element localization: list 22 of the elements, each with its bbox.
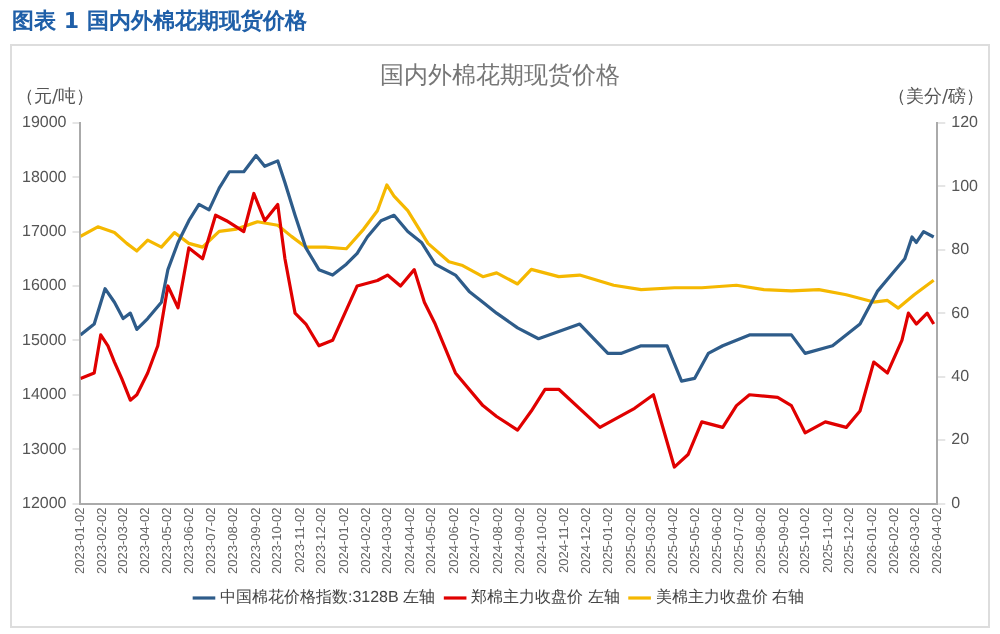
y2-tick-label: 80 <box>951 240 971 259</box>
chart-title: 图表 1 国内外棉花期现货价格 <box>10 6 309 38</box>
y-tick-label: 19000 <box>21 113 68 132</box>
y-tick-label: 18000 <box>21 167 68 186</box>
y-tick-label: 13000 <box>21 439 68 458</box>
y-tick-label: 12000 <box>21 493 68 512</box>
y2-tick-label: 60 <box>951 303 971 322</box>
y2-tick-label: 100 <box>951 176 980 195</box>
y-tick-label: 16000 <box>21 276 68 295</box>
legend-label: 郑棉主力收盘价 左轴 <box>471 588 620 607</box>
legend-label: 中国棉花价格指数:3128B 左轴 <box>219 588 436 607</box>
y-tick-label: 15000 <box>21 330 68 349</box>
y2-tick-label: 120 <box>951 113 980 132</box>
y2-tick-label: 20 <box>951 430 971 449</box>
y-tick-label: 14000 <box>21 385 68 404</box>
y2-tick-label: 0 <box>951 493 962 512</box>
y-tick-label: 17000 <box>21 221 68 240</box>
chart-subtitle: 国内外棉花期现货价格 <box>380 60 620 89</box>
y2-axis-title: （美分/磅） <box>887 86 984 109</box>
legend-label: 美棉主力收盘价 右轴 <box>655 588 805 607</box>
y-axis-title: （元/吨） <box>16 86 95 109</box>
y2-tick-label: 40 <box>951 367 971 386</box>
